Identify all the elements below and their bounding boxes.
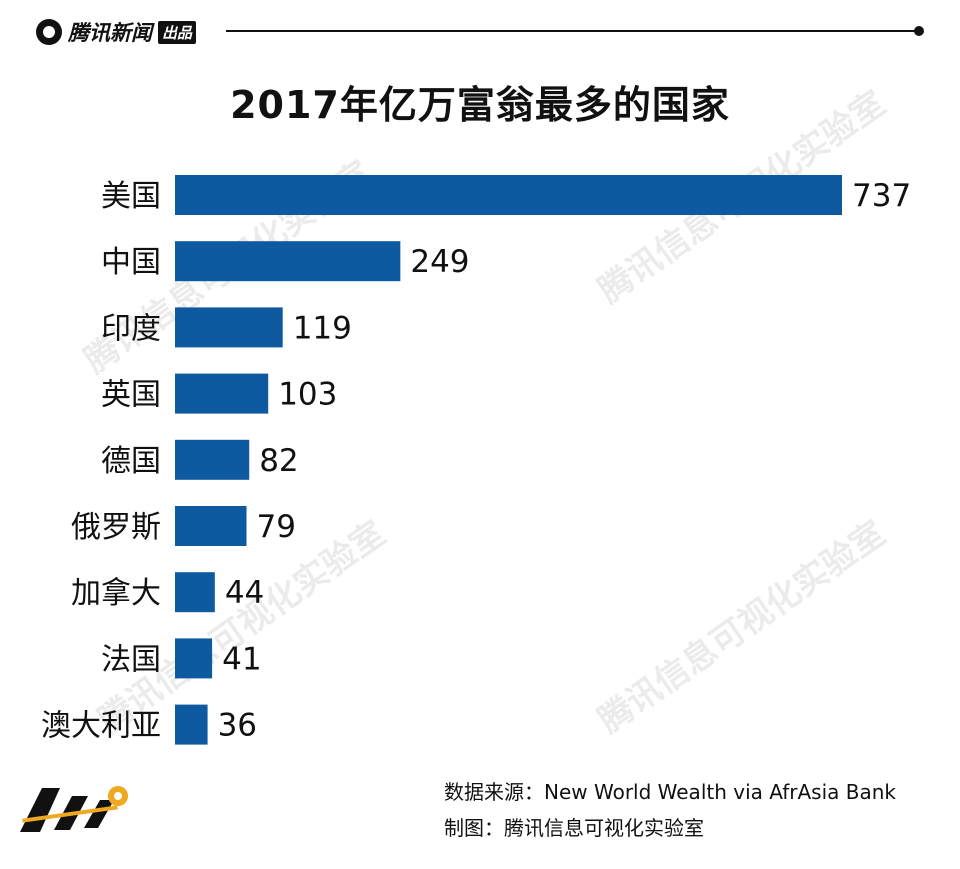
chart-credit: 制图：腾讯信息可视化实验室 [444, 816, 704, 840]
value-label: 41 [222, 641, 261, 677]
brand-tag: 出品 [158, 20, 197, 44]
category-label: 澳大利亚 [41, 709, 161, 744]
category-label: 美国 [101, 179, 161, 214]
value-label: 103 [278, 377, 337, 413]
category-label: 俄罗斯 [71, 510, 161, 545]
bar-4 [175, 439, 250, 480]
value-label: 119 [293, 310, 352, 346]
header-divider-dot [914, 26, 924, 36]
bar-6 [175, 572, 215, 613]
chart-title: 2017年亿万富翁最多的国家 [230, 83, 730, 127]
bar-5 [175, 506, 247, 546]
bar-8 [175, 704, 208, 745]
value-label: 36 [218, 708, 257, 744]
category-label: 英国 [101, 378, 161, 413]
bar-7 [175, 638, 213, 679]
category-label: 法国 [101, 642, 161, 677]
brand-header: 腾讯新闻 出品 [36, 18, 197, 46]
caikanjian-logo-icon [20, 786, 128, 832]
value-label: 79 [256, 509, 295, 545]
category-label: 德国 [101, 444, 161, 479]
category-label: 加拿大 [71, 576, 161, 611]
value-label: 82 [259, 443, 298, 479]
tencent-news-logo-icon [36, 19, 62, 45]
bar-3 [175, 373, 269, 414]
header-divider [226, 30, 918, 32]
bar-0 [175, 175, 842, 215]
category-label: 印度 [101, 311, 161, 346]
category-label: 中国 [101, 245, 161, 280]
bar-2 [175, 307, 283, 348]
brand-name: 腾讯新闻 [68, 21, 152, 45]
value-label: 44 [225, 575, 264, 611]
value-label: 249 [410, 244, 469, 280]
data-source: 数据来源：New World Wealth via AfrAsia Bank [444, 780, 896, 804]
bar-1 [175, 241, 401, 282]
value-label: 737 [852, 178, 911, 214]
